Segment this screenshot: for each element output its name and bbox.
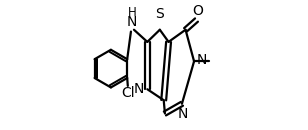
Text: N: N [134, 82, 144, 96]
Text: N: N [196, 53, 207, 67]
Text: H: H [128, 6, 136, 19]
Text: N: N [177, 107, 188, 121]
Text: S: S [156, 7, 164, 21]
Text: Cl: Cl [121, 86, 135, 100]
Text: N: N [127, 15, 137, 28]
Text: O: O [192, 4, 203, 18]
